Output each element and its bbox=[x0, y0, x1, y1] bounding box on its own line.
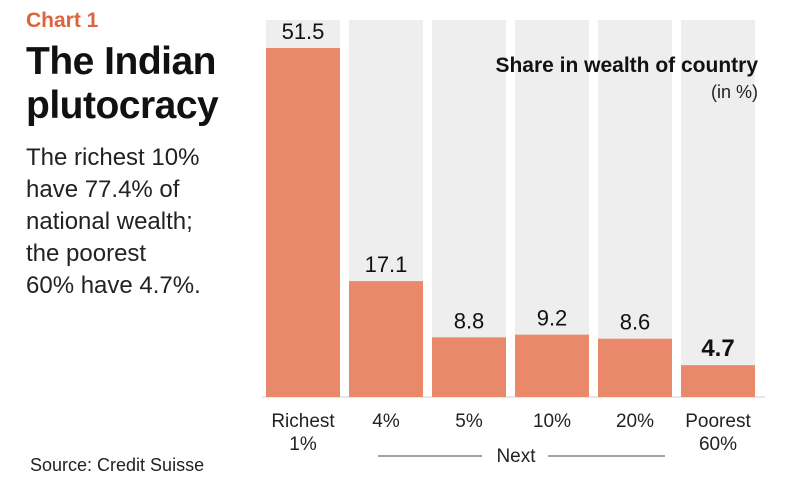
category-label: 10% bbox=[533, 411, 571, 432]
bar bbox=[515, 334, 589, 397]
bar-panel bbox=[515, 20, 589, 397]
category-label: 20% bbox=[616, 411, 654, 432]
chart-title: Share in wealth of country bbox=[495, 54, 758, 77]
description-line: 60% have 4.7%. bbox=[26, 272, 201, 299]
next-group-label: Next bbox=[496, 446, 536, 467]
value-label: 51.5 bbox=[282, 19, 325, 44]
title-block: Chart 1 The Indian plutocracy The riches… bbox=[26, 8, 256, 302]
value-label: 4.7 bbox=[701, 335, 734, 362]
category-label: Richest bbox=[271, 411, 335, 432]
value-label: 8.6 bbox=[620, 310, 651, 335]
value-labels: 51.5 17.1 8.8 9.2 8.6 4.7 bbox=[282, 19, 735, 362]
category-label: 1% bbox=[289, 434, 317, 455]
value-label: 17.1 bbox=[365, 252, 408, 277]
source-note: Source: Credit Suisse bbox=[30, 455, 205, 475]
bar-panel bbox=[681, 20, 755, 397]
value-label: 8.8 bbox=[454, 308, 485, 333]
chart-kicker: Chart 1 bbox=[26, 9, 99, 32]
headline: The Indian plutocracy bbox=[26, 40, 256, 128]
bar bbox=[432, 337, 506, 397]
headline-line-1: The Indian bbox=[26, 40, 217, 83]
bar bbox=[349, 281, 423, 397]
description-line: national wealth; bbox=[26, 208, 193, 235]
bars bbox=[266, 48, 755, 397]
category-label: 4% bbox=[372, 411, 400, 432]
category-label: 5% bbox=[455, 411, 483, 432]
description-line: the poorest bbox=[26, 240, 147, 267]
bar bbox=[266, 48, 340, 397]
value-label: 9.2 bbox=[537, 306, 568, 331]
description: The richest 10% have 77.4% of national w… bbox=[26, 142, 256, 302]
bar-panel bbox=[598, 20, 672, 397]
description-line: have 77.4% of bbox=[26, 176, 180, 203]
description-line: The richest 10% bbox=[26, 144, 200, 171]
category-label: Poorest bbox=[685, 411, 751, 432]
chart-unit: (in %) bbox=[711, 82, 758, 102]
bar-panel bbox=[432, 20, 506, 397]
bar bbox=[598, 338, 672, 397]
headline-line-2: plutocracy bbox=[26, 84, 219, 127]
bar bbox=[681, 365, 755, 397]
category-label: 60% bbox=[699, 434, 737, 455]
